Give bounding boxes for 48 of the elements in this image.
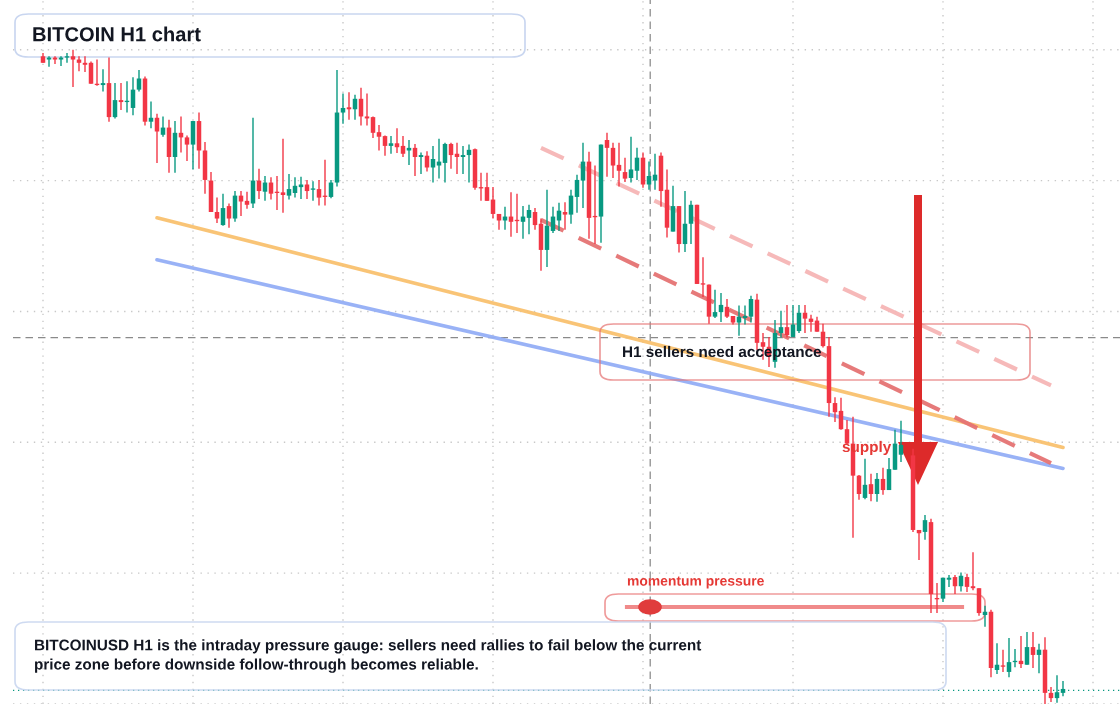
candlestick [484,172,490,202]
candlestick [70,49,76,88]
chart-title: BITCOIN H1 chart [33,26,201,42]
candlestick [964,573,970,593]
candlestick [400,135,406,158]
candlestick [922,514,928,541]
candlestick [238,190,244,217]
candlestick [526,204,532,235]
annotation: momentum pressure [627,576,764,589]
candlestick [748,295,754,324]
candlestick [628,136,634,184]
candlestick [226,202,232,229]
annotation: BITCOINUSD H1 is the intraday pressure gauge: sellers need rallies to fail below the current price zone before downside follow-through becomes reliable. [35,639,702,673]
candlestick [724,298,730,319]
candlestick [214,196,220,224]
candlestick [616,141,622,188]
candlestick [700,256,706,298]
candlestick [1000,649,1006,673]
candlestick [802,304,808,334]
candlestick [280,138,286,214]
candlestick [382,134,388,157]
candlestick [784,304,790,339]
candlestick [652,153,658,191]
candlestick [370,115,376,139]
candlestick [868,473,874,502]
candlestick [736,304,742,337]
candlestick [604,132,610,178]
candlestick [286,173,292,201]
candlestick [712,289,718,319]
candlestick [778,310,784,339]
candlestick [388,135,394,155]
candlestick [1024,631,1030,666]
candlestick [1054,674,1060,704]
candlestick [898,420,904,463]
candlestick [646,160,652,191]
candlestick [610,141,616,179]
candlestick [184,134,190,162]
candlestick [340,92,346,125]
candlestick [64,52,70,64]
candlestick [310,180,316,202]
candlestick [190,120,196,171]
candlestick [376,124,382,152]
candlestick [316,179,322,207]
candlestick [622,156,628,183]
candlestick [154,113,160,164]
candlestick [562,201,568,231]
candlestick [1006,637,1012,678]
candlestick [1030,631,1036,669]
